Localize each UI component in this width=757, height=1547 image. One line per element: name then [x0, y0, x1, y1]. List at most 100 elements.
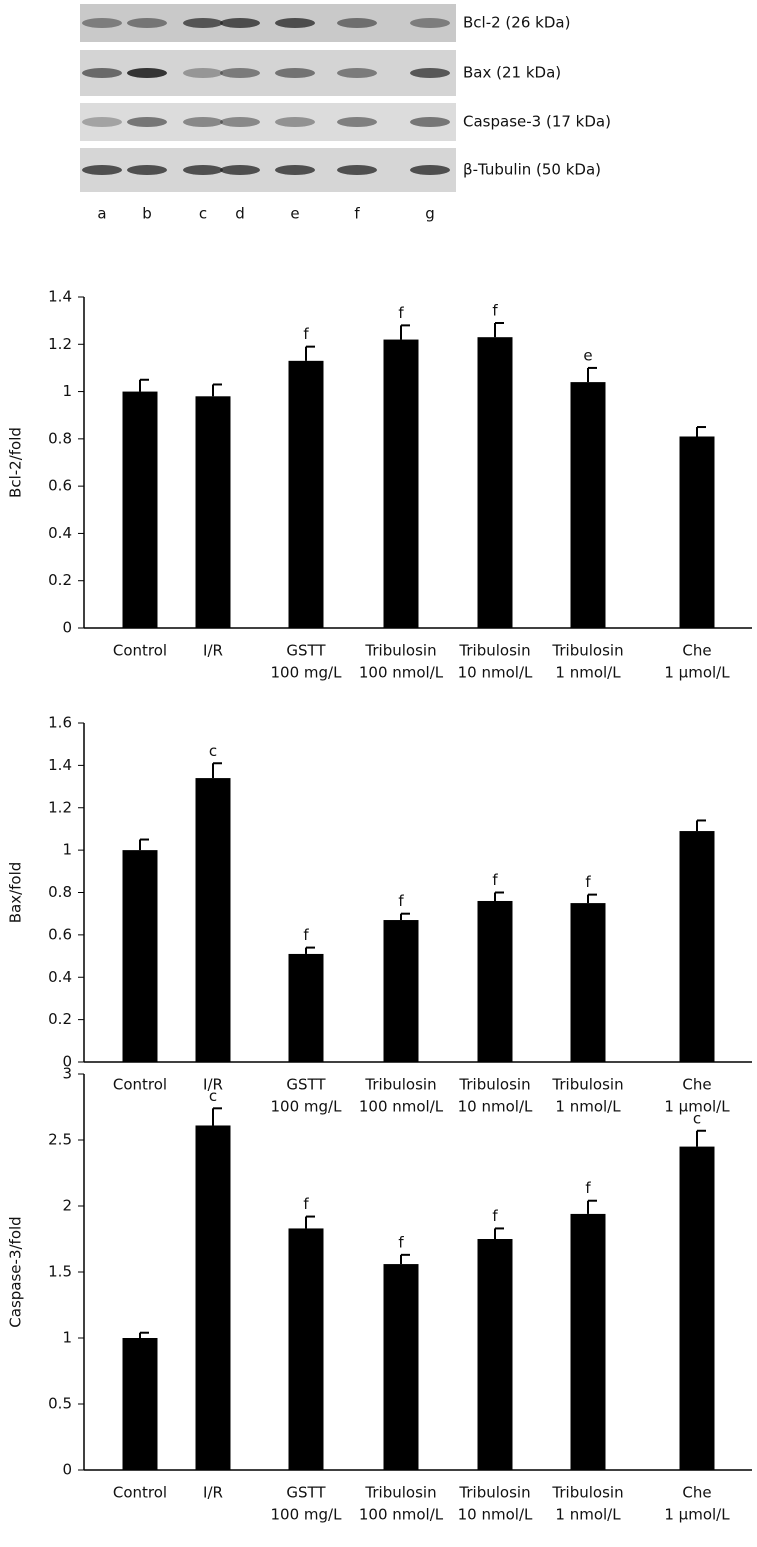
- bar: [288, 953, 324, 1062]
- y-axis-label: Caspase-3/fold: [7, 1216, 25, 1327]
- blot-band: [127, 165, 167, 175]
- bar: [195, 778, 231, 1062]
- y-tick-label: 1: [62, 382, 72, 400]
- x-tick-label: 1 μmol/L: [664, 1098, 730, 1116]
- x-tick-label: 1 nmol/L: [555, 1098, 621, 1116]
- x-tick-label: Che: [682, 1484, 711, 1502]
- x-tick-label: 100 mg/L: [271, 1506, 343, 1524]
- blot-band: [183, 68, 223, 78]
- x-tick-label: 10 nmol/L: [458, 1506, 533, 1524]
- bar: [383, 339, 419, 628]
- y-tick-label: 2: [62, 1197, 72, 1215]
- annotation: f: [492, 1207, 498, 1225]
- x-tick-label: 1 μmol/L: [664, 1506, 730, 1524]
- blot-label: Caspase-3 (17 kDa): [463, 113, 611, 131]
- blot-band: [220, 165, 260, 175]
- blot-label: Bax (21 kDa): [463, 64, 561, 82]
- blot-band: [127, 117, 167, 127]
- x-tick-label: Tribulosin: [551, 642, 623, 660]
- annotation: c: [209, 1087, 217, 1105]
- annotation: f: [585, 873, 591, 891]
- y-tick-label: 2.5: [48, 1131, 72, 1149]
- annotation: f: [398, 892, 404, 910]
- x-tick-label: 100 nmol/L: [359, 1098, 444, 1116]
- x-tick-label: 10 nmol/L: [458, 1098, 533, 1116]
- blot-band: [183, 117, 223, 127]
- x-tick-label: Che: [682, 1076, 711, 1094]
- annotation: e: [583, 346, 592, 364]
- y-tick-label: 3: [62, 1065, 72, 1083]
- y-tick-label: 1.2: [48, 798, 72, 816]
- blot-band: [337, 165, 377, 175]
- blot-band: [410, 117, 450, 127]
- x-tick-label: Tribulosin: [458, 1076, 530, 1094]
- blot-band: [82, 68, 122, 78]
- x-tick-label: I/R: [203, 1076, 223, 1094]
- blot-band: [220, 18, 260, 28]
- bar: [122, 391, 158, 628]
- blot-band: [337, 117, 377, 127]
- x-tick-label: Tribulosin: [458, 642, 530, 660]
- bar: [195, 396, 231, 628]
- annotation: f: [303, 325, 309, 343]
- bar: [477, 900, 513, 1062]
- x-tick-label: 100 mg/L: [271, 664, 343, 682]
- blot-band: [410, 165, 450, 175]
- bar: [122, 850, 158, 1062]
- x-tick-label: 100 mg/L: [271, 1098, 343, 1116]
- blot-band: [337, 18, 377, 28]
- y-axis-label: Bax/fold: [7, 862, 25, 924]
- x-tick-label: 1 nmol/L: [555, 1506, 621, 1524]
- x-tick-label: Tribulosin: [364, 1484, 436, 1502]
- bar: [679, 1146, 715, 1470]
- x-tick-label: I/R: [203, 642, 223, 660]
- bar: [288, 1228, 324, 1470]
- y-tick-label: 1.6: [48, 714, 72, 732]
- y-tick-label: 0.5: [48, 1395, 72, 1413]
- blot-band: [220, 68, 260, 78]
- x-tick-label: Che: [682, 642, 711, 660]
- bar: [570, 903, 606, 1062]
- x-tick-label: 1 nmol/L: [555, 664, 621, 682]
- bar: [477, 337, 513, 628]
- annotation: f: [398, 1233, 404, 1251]
- lane-label: b: [142, 205, 152, 223]
- bar: [679, 436, 715, 628]
- blot-band: [337, 68, 377, 78]
- blot-band: [183, 165, 223, 175]
- x-tick-label: GSTT: [286, 1484, 326, 1502]
- y-tick-label: 0: [62, 1053, 72, 1071]
- y-tick-label: 0: [62, 619, 72, 637]
- annotation: f: [303, 1195, 309, 1213]
- x-tick-label: Tribulosin: [364, 642, 436, 660]
- lane-label: d: [235, 205, 245, 223]
- y-tick-label: 0.8: [48, 429, 72, 447]
- bar: [570, 1213, 606, 1470]
- blot-label: β-Tubulin (50 kDa): [463, 161, 601, 179]
- y-tick-label: 0.6: [48, 477, 72, 495]
- bar: [288, 360, 324, 628]
- blot-band: [220, 117, 260, 127]
- blot-band: [410, 18, 450, 28]
- lane-label: a: [97, 205, 106, 223]
- lane-label: g: [425, 205, 435, 223]
- blot-band: [275, 165, 315, 175]
- bar: [383, 920, 419, 1062]
- blot-band: [127, 18, 167, 28]
- x-tick-label: GSTT: [286, 1076, 326, 1094]
- annotation: f: [303, 926, 309, 944]
- blot-band: [82, 18, 122, 28]
- blot-band: [410, 68, 450, 78]
- x-tick-label: Tribulosin: [551, 1484, 623, 1502]
- x-tick-label: Tribulosin: [458, 1484, 530, 1502]
- blot-band: [275, 117, 315, 127]
- blot-band: [275, 68, 315, 78]
- blot-label: Bcl-2 (26 kDa): [463, 14, 570, 32]
- bar: [570, 382, 606, 628]
- x-tick-label: 100 nmol/L: [359, 664, 444, 682]
- blot-band: [82, 117, 122, 127]
- lane-label: f: [354, 205, 360, 223]
- x-tick-label: Control: [113, 1484, 167, 1502]
- x-tick-label: 10 nmol/L: [458, 664, 533, 682]
